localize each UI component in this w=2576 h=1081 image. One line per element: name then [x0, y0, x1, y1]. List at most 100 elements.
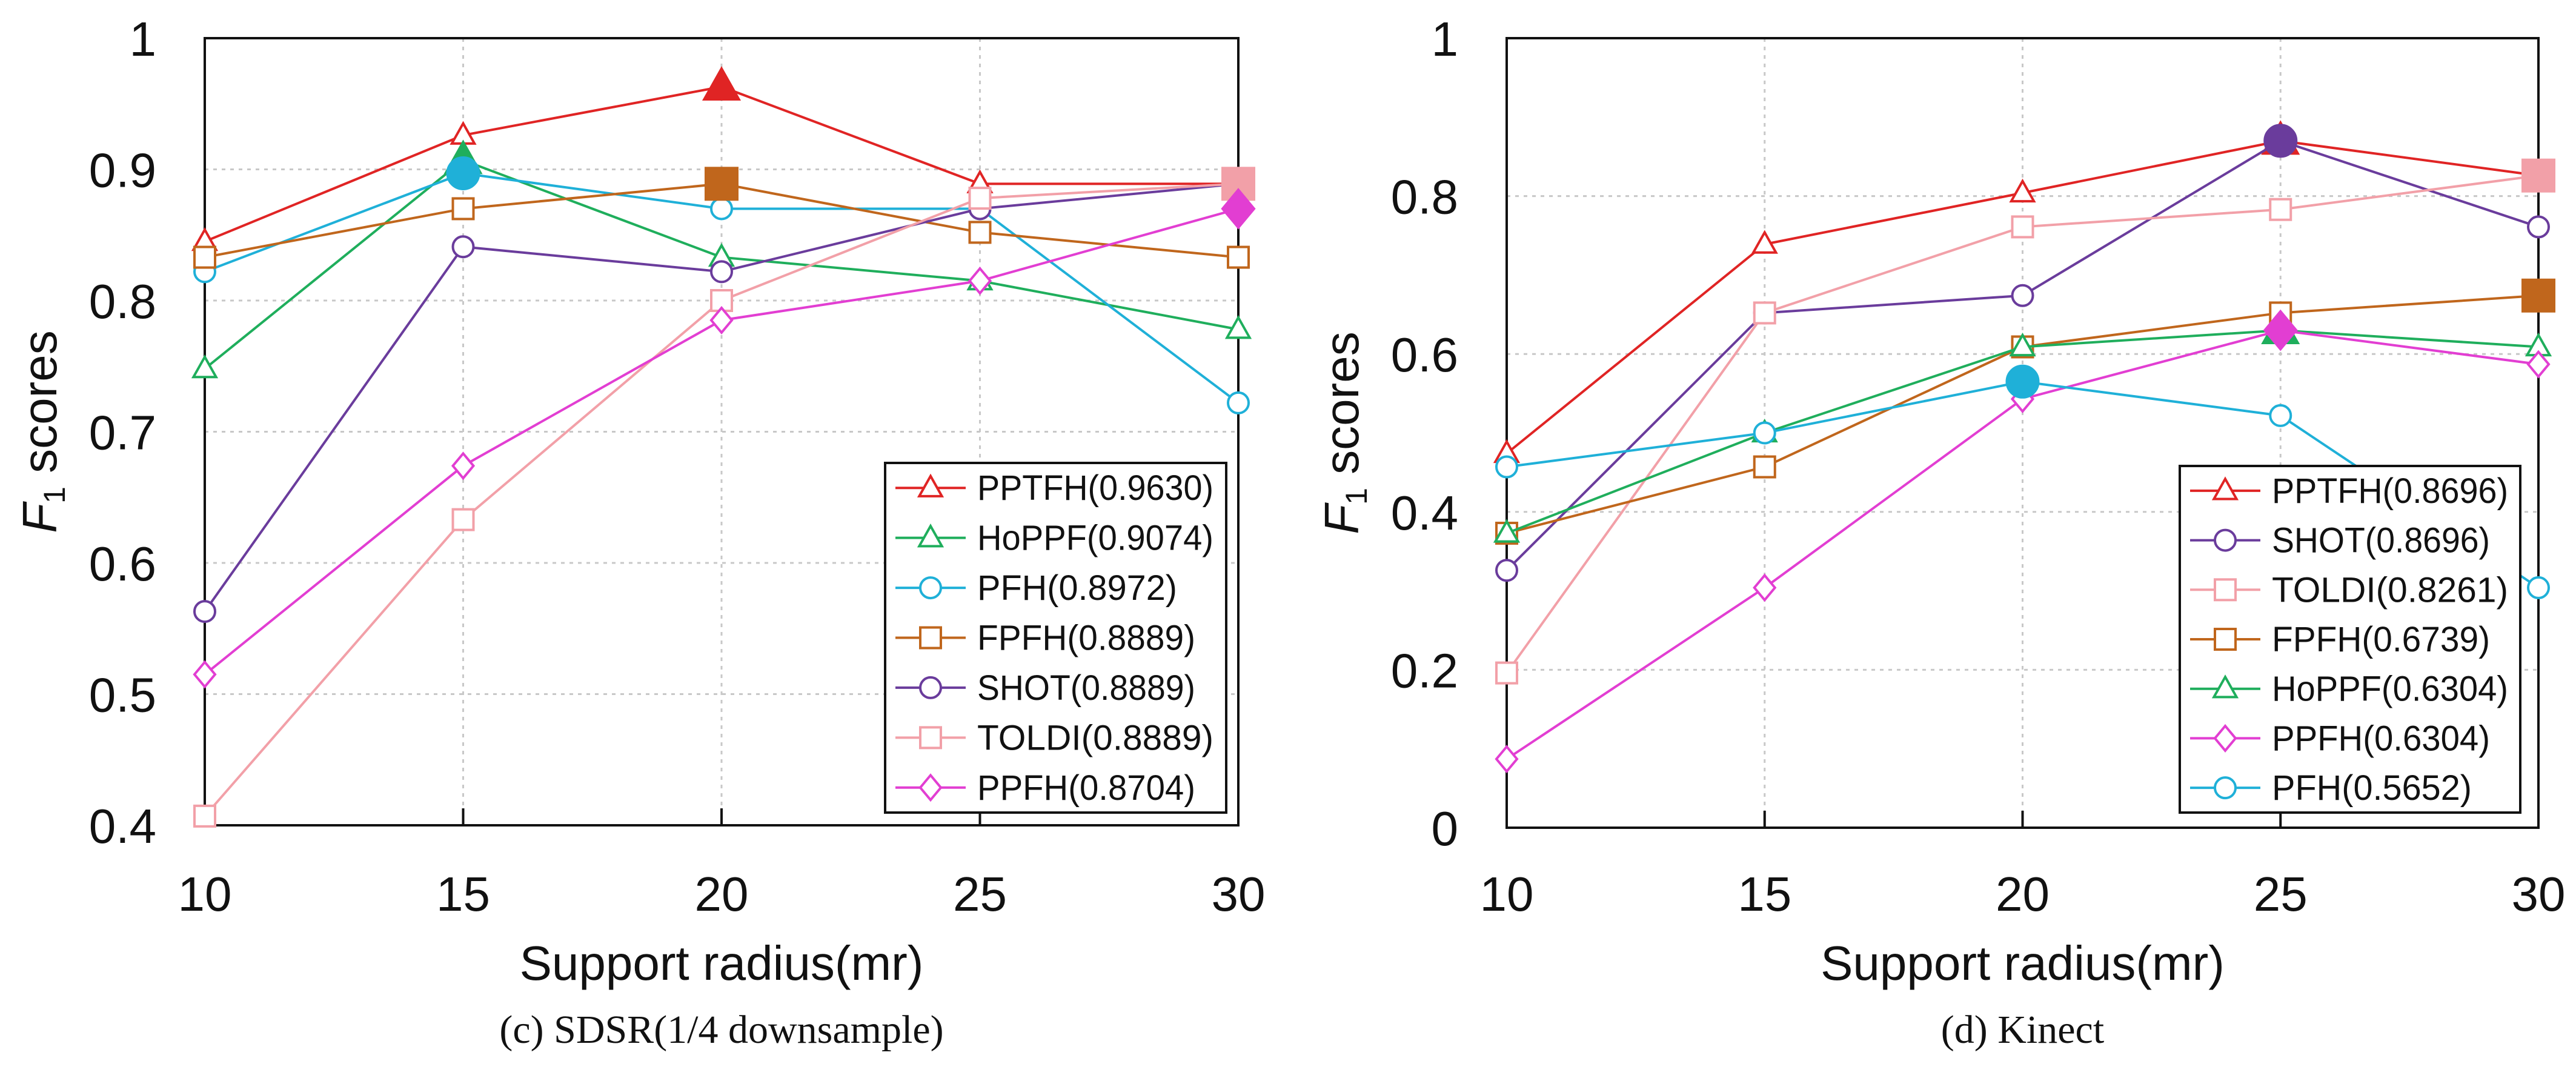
- legend-marker: [2211, 476, 2239, 501]
- legend-item: PPTFH(0.9630): [895, 468, 1213, 508]
- series-pfh: [1495, 364, 2550, 599]
- best-point-marker: [702, 66, 742, 101]
- data-point-marker: [1751, 230, 1778, 254]
- legend-marker: [918, 773, 943, 802]
- legend-marker: [919, 726, 942, 750]
- legend-label: TOLDI(0.8261): [2272, 570, 2508, 610]
- legend-label: PFH(0.5652): [2272, 768, 2472, 808]
- legend-label: FPFH(0.8889): [977, 619, 1195, 658]
- y-tick-label: 0.7: [89, 406, 156, 460]
- legend-item: PPFH(0.6304): [2190, 719, 2490, 758]
- x-tick-label: 25: [953, 867, 1007, 921]
- x-tick-label: 20: [695, 867, 749, 921]
- legend-item: FPFH(0.8889): [895, 619, 1195, 658]
- legend-label: PPTFH(0.8696): [2272, 471, 2508, 511]
- x-tick-label: 15: [1738, 867, 1791, 921]
- legend-marker: [2214, 528, 2237, 552]
- best-point-marker: [2521, 278, 2555, 313]
- legend-marker: [2214, 578, 2237, 602]
- series-ppfh: [193, 188, 1256, 689]
- x-tick-label: 25: [2254, 867, 2308, 921]
- data-point-marker: [1495, 745, 1519, 774]
- y-tick-label: 0: [1432, 802, 1459, 856]
- data-point-marker: [2009, 178, 2036, 203]
- y-tick-label: 0.5: [89, 668, 156, 722]
- legend-marker: [919, 626, 942, 650]
- best-point-marker: [2263, 309, 2298, 351]
- data-point-marker: [968, 267, 992, 296]
- legend-marker: [2214, 776, 2237, 800]
- x-axis-label: Support radius(mr): [1821, 936, 2225, 990]
- y-tick-label: 0.8: [1391, 170, 1458, 224]
- legend-label: PPTFH(0.9630): [977, 468, 1213, 508]
- data-point-marker: [451, 197, 475, 221]
- data-point-marker: [710, 197, 733, 221]
- x-tick-label: 20: [1996, 867, 2050, 921]
- chart-kinect: 0 0.2 0.4 0.6 0.8 1 10 15 20 25 30 PPTFH(0.8696) SHO…: [1315, 12, 2565, 1052]
- legend-item: TOLDI(0.8889): [895, 718, 1213, 757]
- best-point-marker: [2263, 124, 2298, 158]
- figure-caption: (d) Kinect: [1941, 1008, 2104, 1052]
- data-point-marker: [1227, 391, 1250, 414]
- legend: PPTFH(0.9630) HoPPF(0.9074) PFH(0.8972) FPF…: [884, 462, 1227, 814]
- best-point-marker: [446, 156, 480, 190]
- legend-marker: [917, 524, 944, 548]
- legend-label: HoPPF(0.9074): [977, 519, 1213, 558]
- best-point-marker: [705, 167, 739, 201]
- data-point-marker: [1493, 519, 1521, 543]
- legend-marker: [2213, 723, 2237, 753]
- data-point-marker: [1224, 315, 1252, 339]
- chart-sdsr: 0.4 0.5 0.6 0.7 0.8 0.9 1 10 15 20 25 30 PPTFH(0.963…: [13, 12, 1265, 1052]
- data-point-marker: [193, 660, 217, 689]
- data-point-marker: [1227, 245, 1250, 269]
- x-tick-label: 10: [178, 867, 232, 921]
- data-point-marker: [709, 305, 734, 334]
- data-point-marker: [1753, 455, 1776, 479]
- data-point-marker: [1753, 573, 1777, 602]
- legend-item: SHOT(0.8696): [2190, 521, 2490, 560]
- y-axis-label: F1 scores: [13, 330, 71, 533]
- y-tick-label: 0.4: [1391, 486, 1458, 540]
- legend-item: SHOT(0.8889): [895, 668, 1195, 708]
- legend-label: TOLDI(0.8889): [977, 718, 1213, 757]
- legend-item: PPFH(0.8704): [895, 768, 1195, 808]
- legend-marker: [917, 473, 944, 497]
- legend-item: HoPPF(0.6304): [2190, 670, 2508, 709]
- best-point-marker: [2521, 158, 2555, 193]
- x-tick-label: 10: [1480, 867, 1534, 921]
- legend-marker: [2214, 628, 2237, 651]
- data-point-marker: [193, 600, 216, 624]
- y-tick-label: 0.6: [1391, 328, 1458, 382]
- legend-item: HoPPF(0.9074): [895, 519, 1213, 558]
- data-point-marker: [1753, 421, 1776, 445]
- data-point-marker: [191, 354, 219, 379]
- x-tick-label: 15: [436, 867, 490, 921]
- x-axis-label: Support radius(mr): [520, 936, 924, 990]
- legend-item: TOLDI(0.8261): [2190, 570, 2508, 610]
- data-point-marker: [968, 187, 992, 210]
- x-tick-label: 30: [2512, 867, 2566, 921]
- y-tick-label: 0.6: [89, 537, 156, 591]
- legend-marker: [2211, 674, 2239, 699]
- y-tick-label: 1: [130, 12, 157, 66]
- plot-frame: [204, 37, 1240, 827]
- y-tick-label: 0.8: [89, 274, 156, 328]
- legend-label: PPFH(0.8704): [977, 768, 1195, 808]
- data-point-marker: [2526, 350, 2551, 379]
- legend-item: PPTFH(0.8696): [2190, 471, 2508, 511]
- legend-item: FPFH(0.6739): [2190, 620, 2490, 659]
- data-point-marker: [2011, 284, 2034, 307]
- data-point-marker: [1495, 661, 1518, 685]
- plot-frame: [1505, 37, 2540, 829]
- legend-label: SHOT(0.8696): [2272, 521, 2490, 560]
- legend-label: SHOT(0.8889): [977, 668, 1195, 708]
- data-point-marker: [2269, 404, 2292, 427]
- data-point-marker: [2011, 215, 2034, 239]
- data-point-marker: [2009, 332, 2036, 357]
- legend-item: PFH(0.8972): [895, 568, 1177, 608]
- y-tick-label: 0.2: [1391, 644, 1458, 697]
- y-axis-label: F1 scores: [1315, 331, 1373, 534]
- y-tick-label: 0.4: [89, 799, 156, 853]
- legend-item: PFH(0.5652): [2190, 768, 2472, 808]
- data-point-marker: [193, 804, 216, 828]
